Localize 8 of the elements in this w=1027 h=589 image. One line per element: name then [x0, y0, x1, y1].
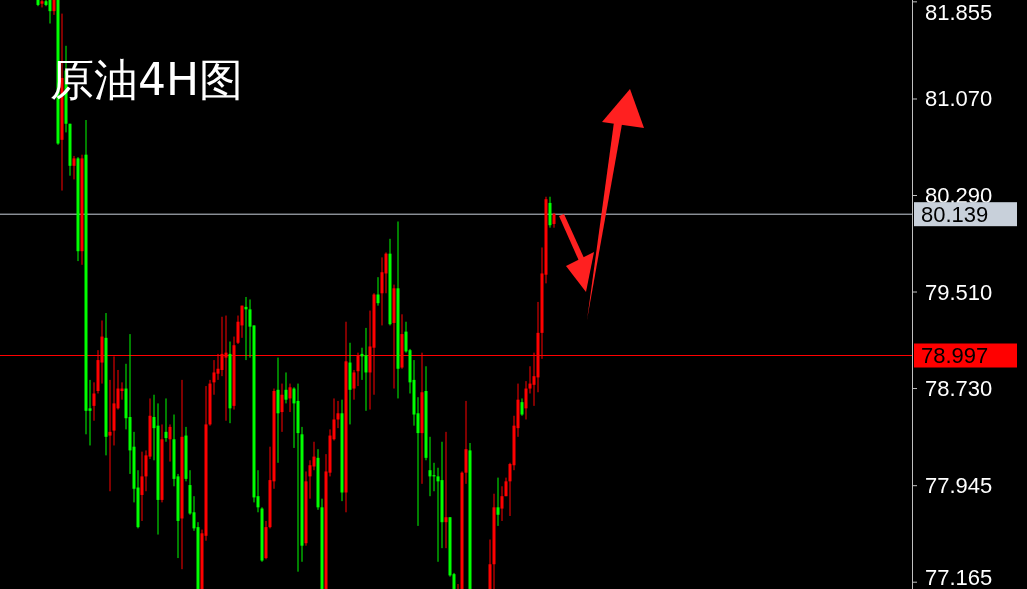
y-tick-label: 79.510 — [925, 279, 993, 305]
y-tick-label: 81.070 — [925, 86, 993, 112]
ref-line-label: 78.997 — [921, 343, 989, 368]
y-tick-label: 77.945 — [925, 473, 993, 499]
y-tick-label: 81.855 — [925, 0, 993, 25]
y-tick-label: 78.730 — [925, 376, 993, 402]
ref-line-label: 80.139 — [921, 201, 989, 227]
y-tick-label: 77.165 — [925, 564, 993, 589]
